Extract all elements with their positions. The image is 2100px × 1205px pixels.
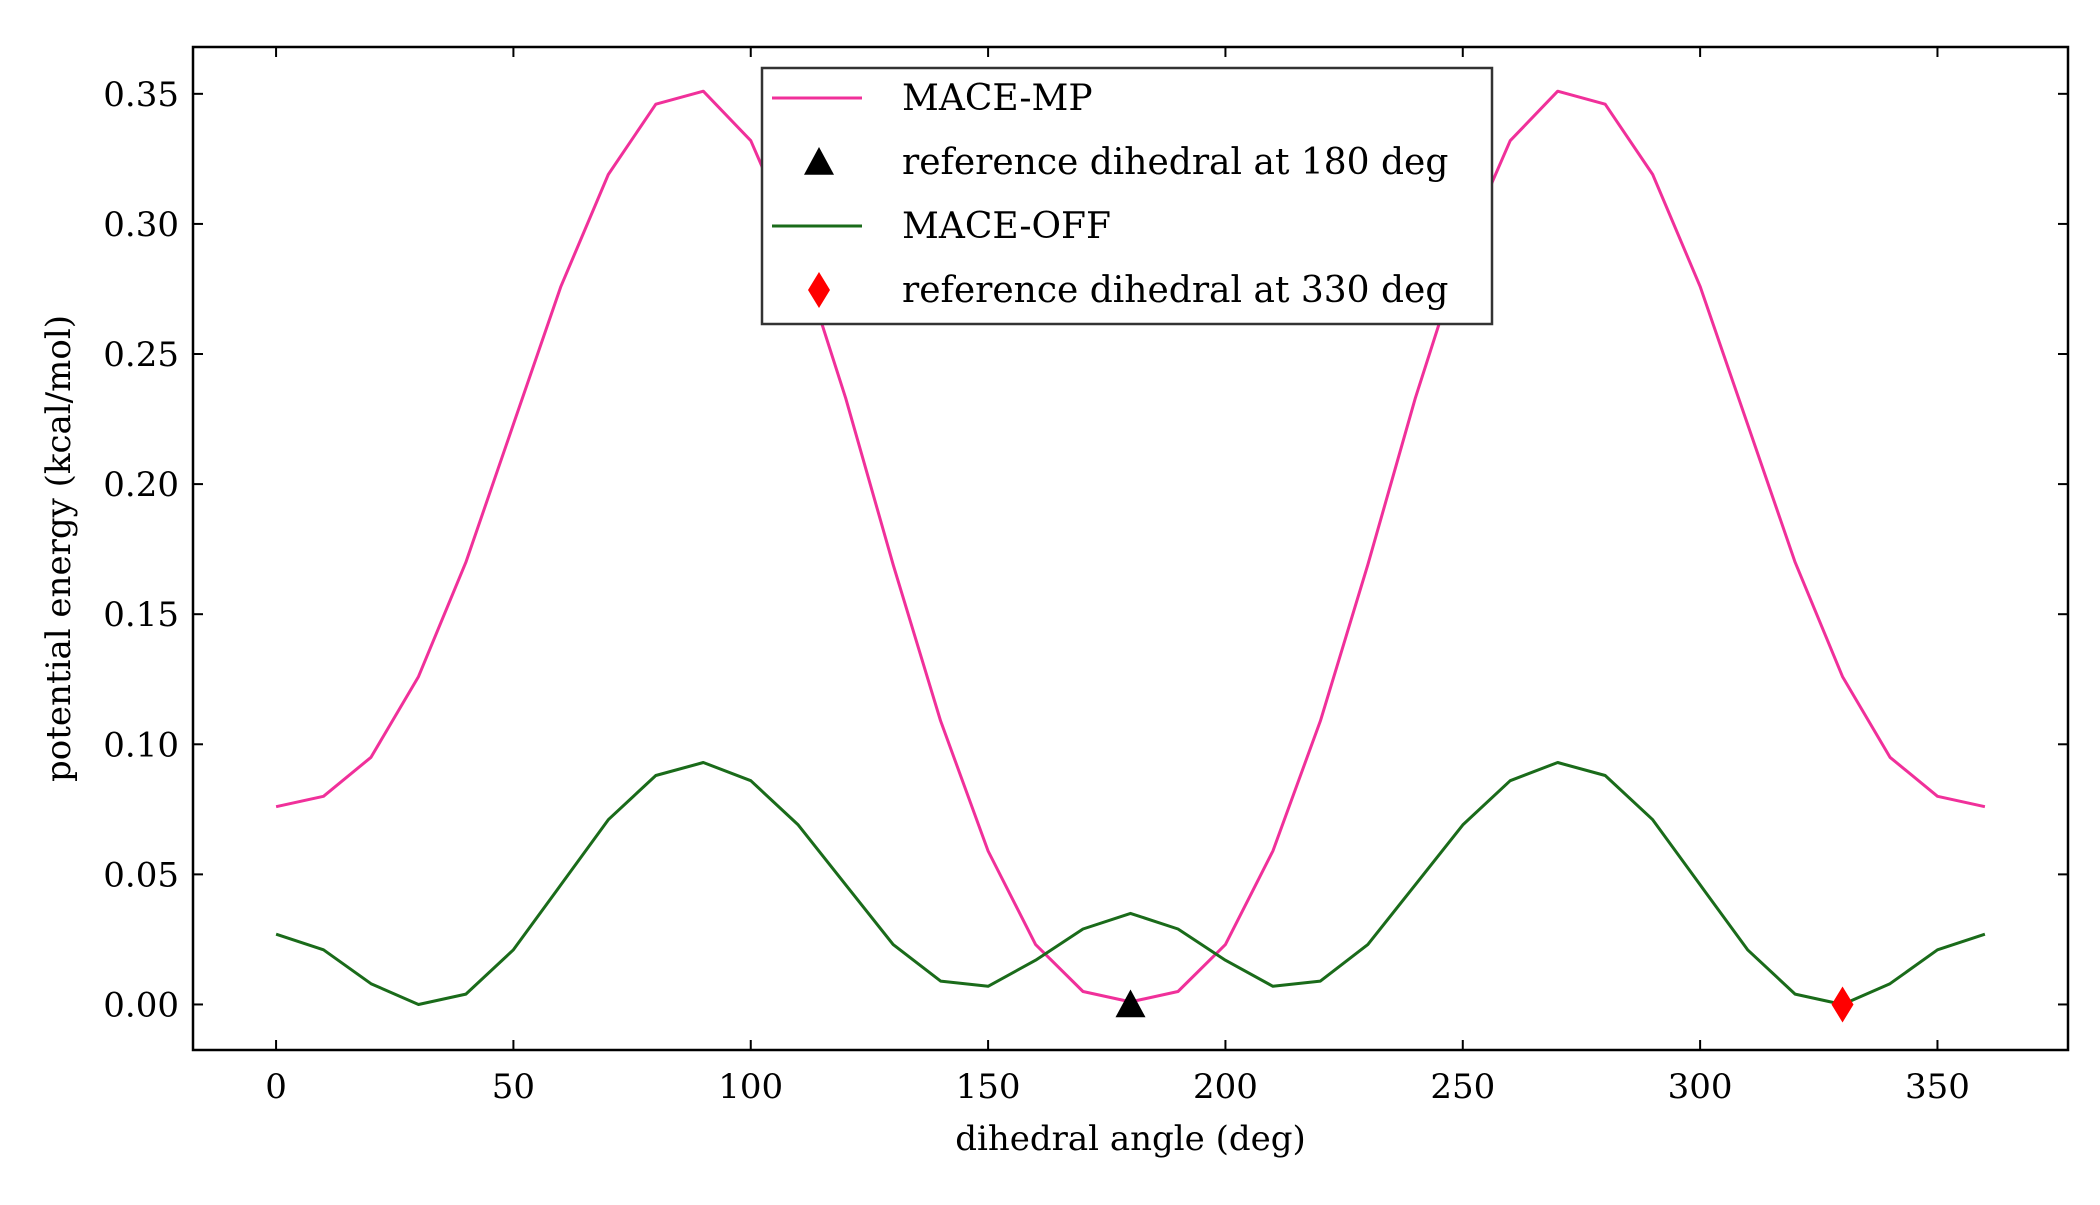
x-tick-label: 300 xyxy=(1668,1067,1733,1107)
plot-frame xyxy=(191,45,2070,1052)
x-tick-label: 350 xyxy=(1905,1067,1970,1107)
y-tick-label: 0.00 xyxy=(103,985,179,1025)
y-tick-label: 0.15 xyxy=(103,595,179,635)
y-tick-label: 0.30 xyxy=(103,205,179,245)
x-tick-label: 250 xyxy=(1430,1067,1495,1107)
x-tick-label: 0 xyxy=(265,1067,287,1107)
x-tick-label: 50 xyxy=(492,1067,535,1107)
y-tick-label: 0.20 xyxy=(103,465,179,505)
y-tick-label: 0.35 xyxy=(103,75,179,115)
x-axis-label: dihedral angle (deg) xyxy=(955,1119,1306,1159)
y-axis-label: potential energy (kcal/mol) xyxy=(39,315,79,782)
legend: MACE-MP reference dihedral at 180 deg MACE… xyxy=(760,66,1494,326)
x-tick-label: 100 xyxy=(718,1067,783,1107)
plot-marks xyxy=(275,89,1986,1023)
legend-swatch-reference-dihedral-at-180-deg xyxy=(804,147,834,175)
y-tick-label: 0.05 xyxy=(103,855,179,895)
legend-label-reference-dihedral-at-330-deg: reference dihedral at 330 deg xyxy=(902,270,1448,311)
y-tick-label: 0.10 xyxy=(103,725,179,765)
reference-marker-diamond-0 xyxy=(1831,986,1854,1023)
reference-marker-triangle-0 xyxy=(1115,989,1146,1018)
legend-label-mace-mp: MACE-MP xyxy=(902,78,1093,119)
legend-box xyxy=(760,66,1494,326)
x-tick-label: 150 xyxy=(956,1067,1021,1107)
legend-label-mace-off: MACE-OFF xyxy=(902,206,1111,247)
y-tick-label: 0.25 xyxy=(103,335,179,375)
axes: 0 50 100 150 200 250 300 350 0.00 0.05 0.10 0.15 0.2… xyxy=(103,47,2068,1107)
series-line-mace-off xyxy=(275,761,1986,1006)
legend-label-reference-dihedral-at-180-deg: reference dihedral at 180 deg xyxy=(902,142,1448,183)
x-tick-label: 200 xyxy=(1193,1067,1258,1107)
legend-swatch-reference-dihedral-at-330-deg xyxy=(808,272,830,308)
